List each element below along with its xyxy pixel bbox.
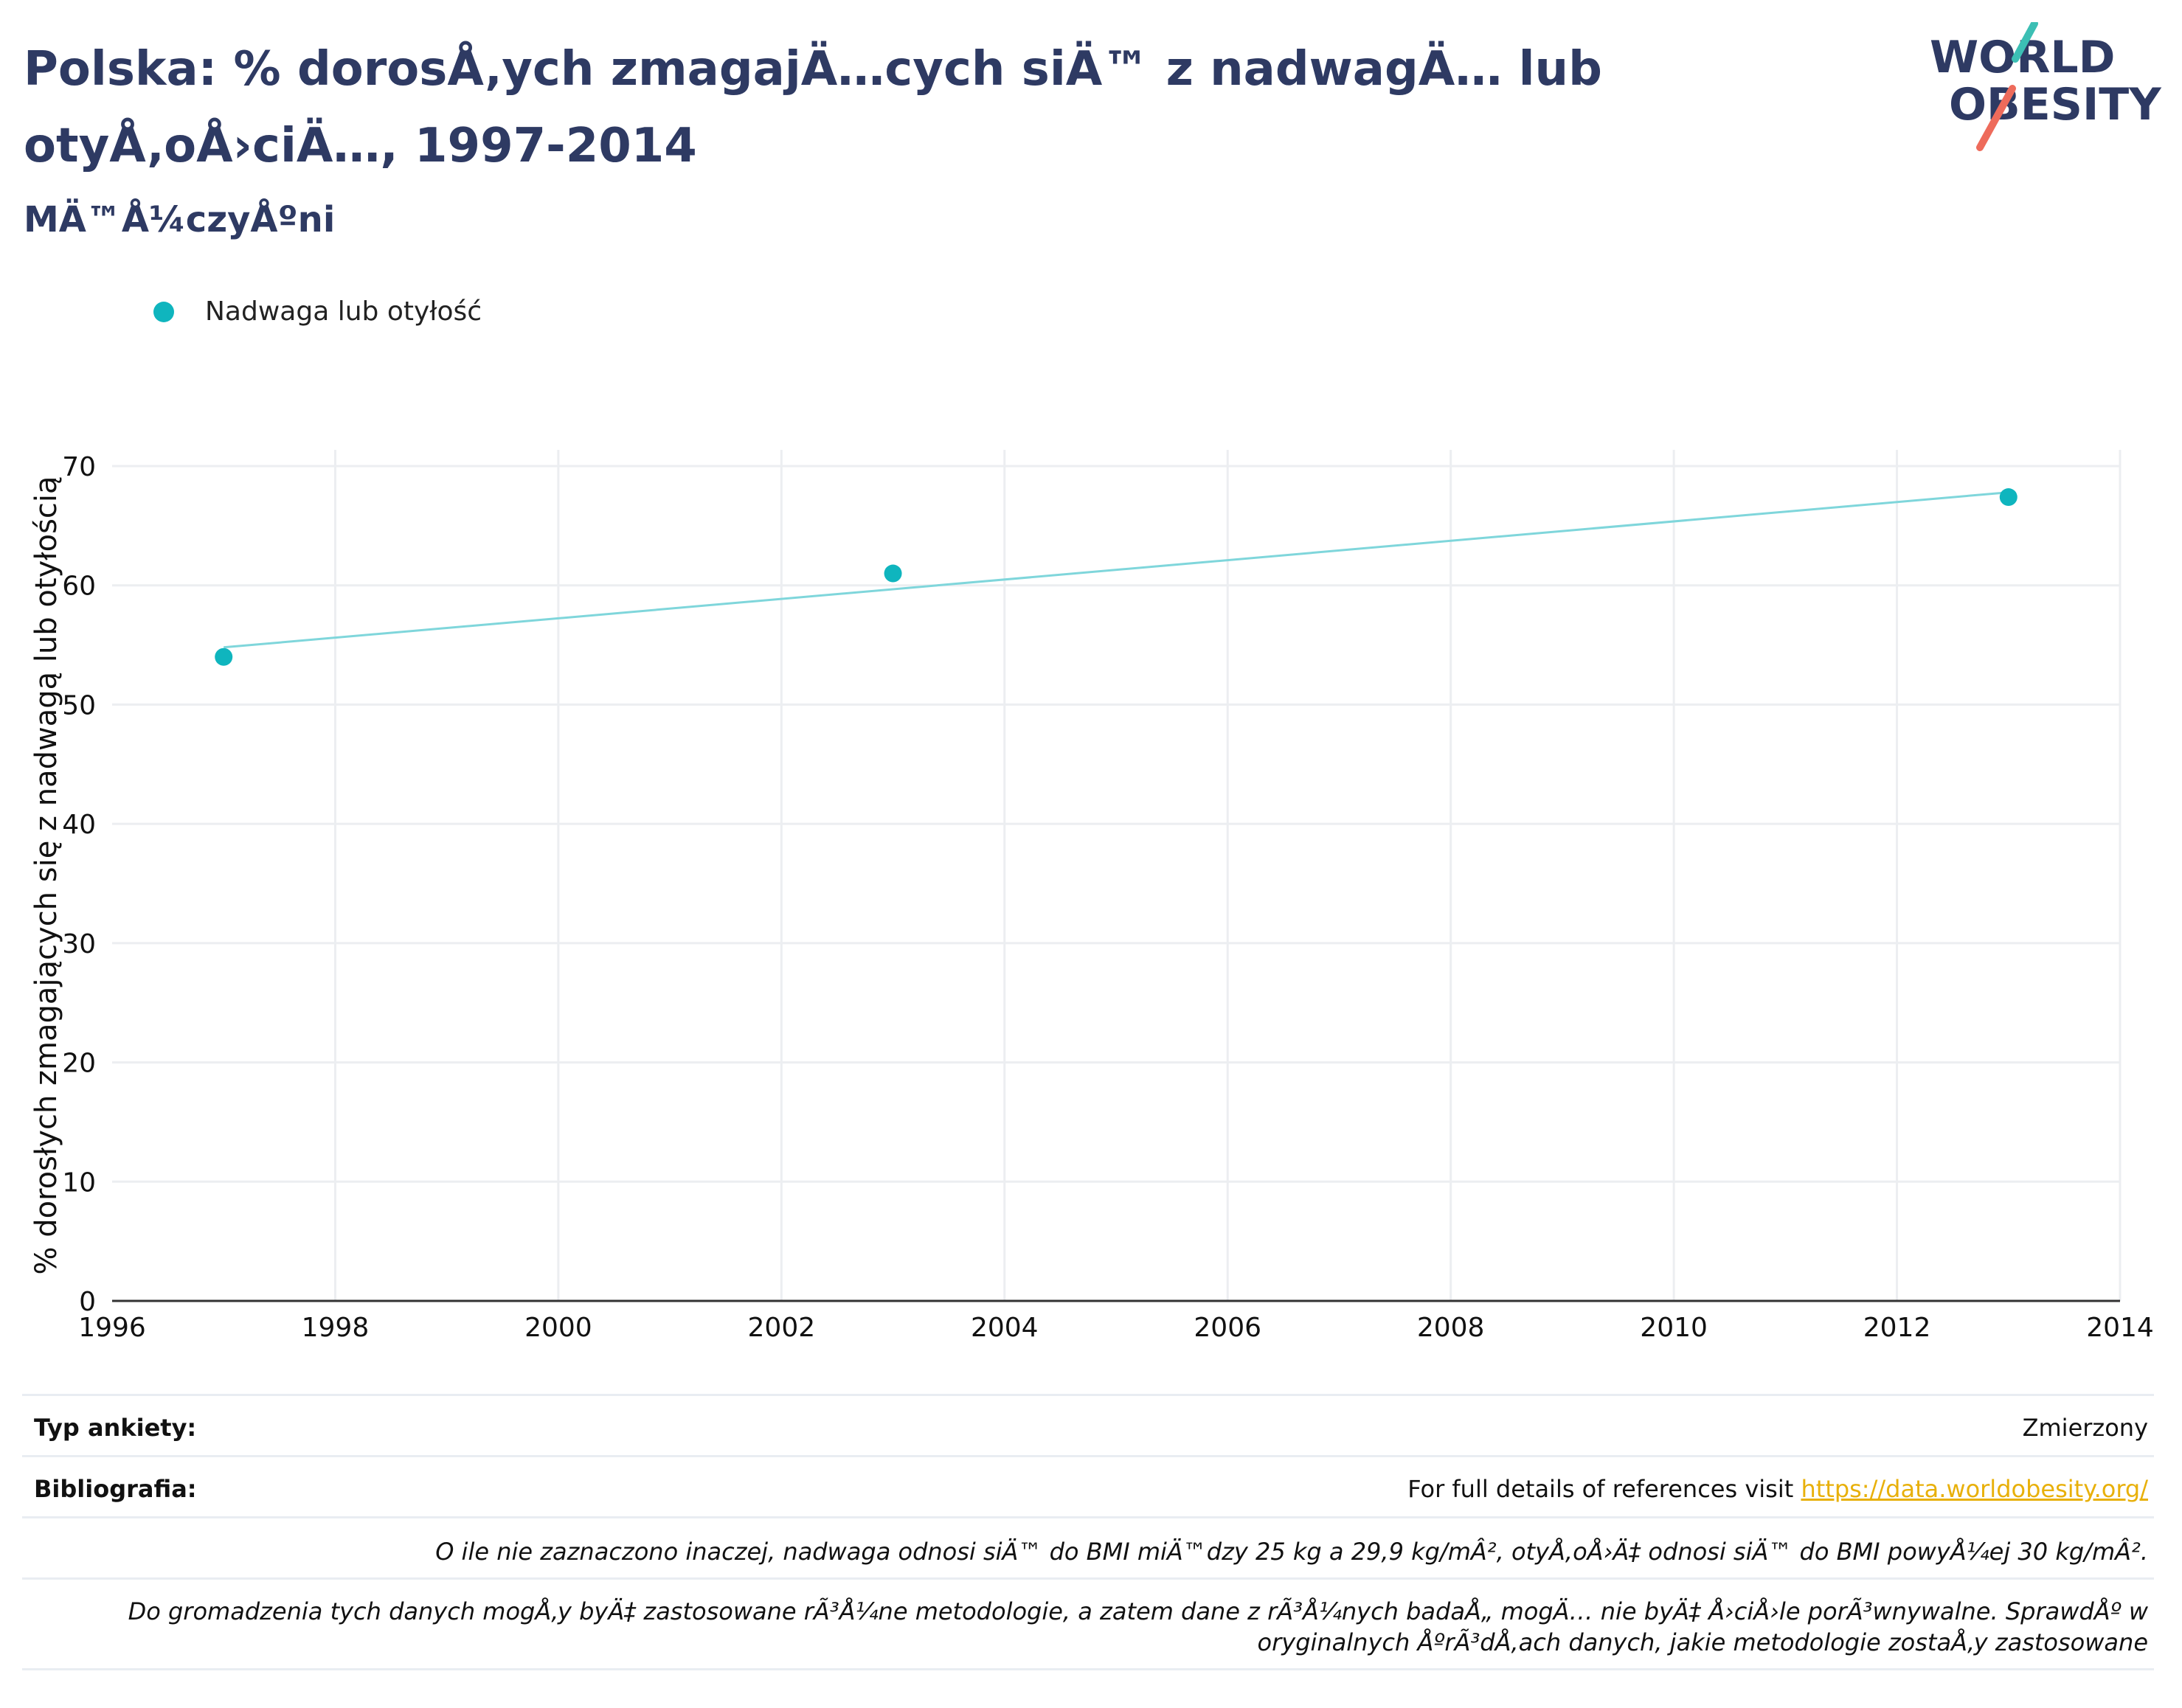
world-obesity-logo: WORLD OBESITY [1930, 22, 2162, 151]
y-axis-label: % dorosłych zmagających się z nadwagą lu… [30, 476, 63, 1274]
footer-row-note-definitions: O ile nie zaznaczono inaczej, nadwaga od… [22, 1516, 2154, 1577]
x-tick-label: 1998 [302, 1313, 370, 1343]
data-point [1999, 488, 2018, 507]
survey-type-label: Typ ankiety: [34, 1414, 197, 1442]
data-point [215, 648, 233, 666]
footer-row-note-methodology: Do gromadzenia tych danych mogÅ‚y byÄ‡ z… [22, 1577, 2154, 1670]
y-tick-label: 0 [79, 1287, 96, 1317]
y-tick-label: 30 [62, 929, 96, 959]
x-tick-label: 1996 [78, 1313, 146, 1343]
bibliography-link[interactable]: https://data.worldobesity.org/ [1801, 1475, 2148, 1503]
x-tick-label: 2010 [1640, 1313, 1708, 1343]
page-subtitle: MÄ™Å¼czyÅºni [24, 199, 336, 240]
logo-slash-coral [1976, 85, 2016, 151]
bibliography-label: Bibliografia: [34, 1475, 197, 1503]
x-tick-label: 2004 [971, 1313, 1039, 1343]
y-tick-label: 20 [62, 1049, 96, 1079]
logo-slash-teal [2012, 22, 2038, 63]
chart-footer: Typ ankiety: Zmierzony Bibliografia: For… [22, 1394, 2154, 1670]
methodology-note: Do gromadzenia tych danych mogÅ‚y byÄ‡ z… [128, 1597, 2148, 1656]
y-tick-label: 50 [62, 690, 96, 721]
x-tick-label: 2006 [1194, 1313, 1261, 1343]
legend-label: Nadwaga lub otyłość [205, 296, 482, 327]
y-tick-label: 70 [62, 452, 96, 482]
legend-marker [153, 301, 174, 322]
bibliography-text: For full details of references visit [1407, 1475, 1801, 1503]
x-tick-label: 2000 [524, 1313, 592, 1343]
y-tick-label: 60 [62, 572, 96, 602]
x-tick-label: 2012 [1863, 1313, 1931, 1343]
logo-line-obesity: OBESITY [1949, 79, 2162, 131]
definitions-note: O ile nie zaznaczono inaczej, nadwaga od… [435, 1538, 2148, 1566]
y-tick-label: 10 [62, 1167, 96, 1198]
page-title: Polska: % dorosÅ‚ych zmagajÄ…cych siÄ™ z… [24, 42, 1602, 173]
trendline [224, 491, 2009, 649]
chart-legend: Nadwaga lub otyłość [153, 296, 482, 327]
survey-type-value: Zmierzony [2022, 1414, 2148, 1442]
x-tick-label: 2002 [748, 1313, 816, 1343]
footer-row-survey: Typ ankiety: Zmierzony [22, 1394, 2154, 1455]
bibliography-value: For full details of references visit htt… [1407, 1475, 2148, 1503]
x-tick-label: 2014 [2086, 1313, 2154, 1343]
x-tick-label: 2008 [1417, 1313, 1485, 1343]
data-point [884, 564, 902, 583]
scatter-chart: 1996 1998 2000 2002 2004 2006 2008 2010 2012 2014… [30, 450, 2154, 1343]
footer-row-bibliography: Bibliografia: For full details of refere… [22, 1455, 2154, 1516]
y-tick-label: 40 [62, 810, 96, 840]
